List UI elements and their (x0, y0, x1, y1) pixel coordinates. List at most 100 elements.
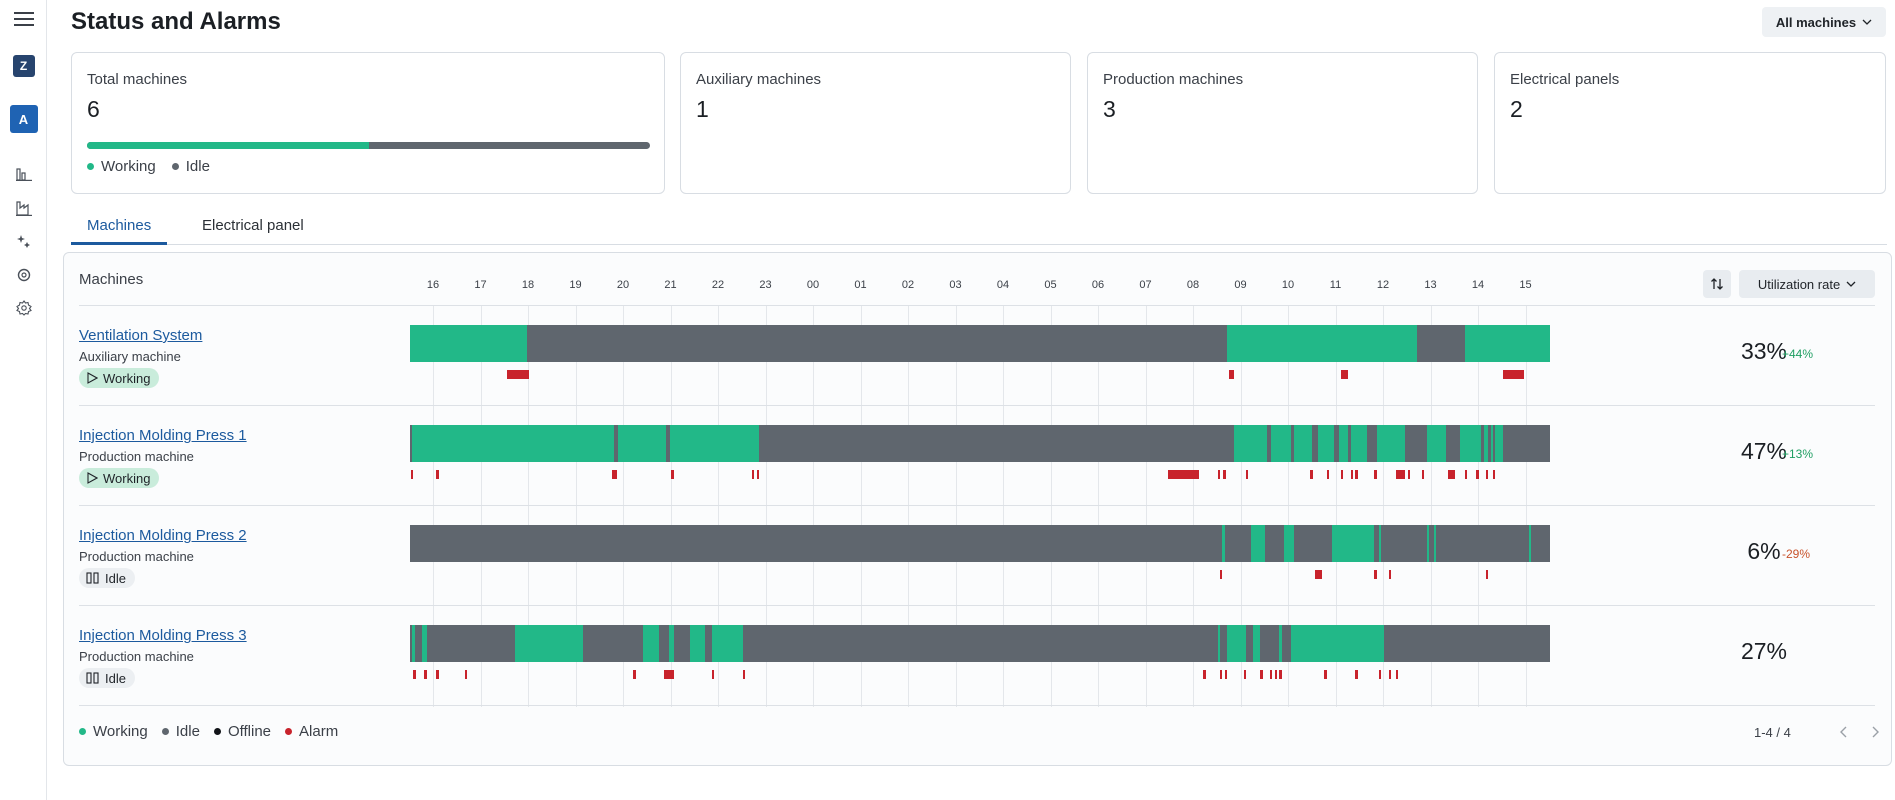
alarm-marker[interactable] (1395, 470, 1406, 479)
hour-label: 02 (901, 279, 915, 291)
alarm-marker[interactable] (1223, 470, 1226, 479)
hamburger-menu-icon[interactable] (0, 8, 47, 30)
alarm-marker[interactable] (1493, 470, 1496, 479)
alarm-marker[interactable] (1379, 670, 1382, 679)
grid-line (718, 305, 719, 707)
alarm-marker[interactable] (1476, 470, 1479, 479)
gear-icon[interactable] (0, 265, 47, 285)
alarm-marker[interactable] (1374, 470, 1377, 479)
alarm-marker[interactable] (1464, 470, 1467, 479)
hour-label: 14 (1471, 279, 1485, 291)
alarm-marker[interactable] (1341, 470, 1344, 479)
alarm-marker[interactable] (1167, 470, 1199, 479)
alarm-marker[interactable] (1502, 370, 1524, 379)
working-segment (1294, 425, 1313, 462)
status-timeline[interactable] (410, 625, 1550, 662)
alarm-marker[interactable] (1341, 370, 1349, 379)
machine-type: Production machine (79, 449, 194, 464)
app-logo[interactable]: Z (0, 54, 47, 78)
bar-chart-icon[interactable] (0, 164, 47, 184)
next-page-button[interactable] (1864, 721, 1886, 743)
alarm-marker[interactable] (1229, 370, 1235, 379)
hour-label: 00 (806, 279, 820, 291)
settings-icon[interactable] (0, 298, 47, 318)
alarm-marker[interactable] (1407, 470, 1410, 479)
pagination-label: 1-4 / 4 (1754, 725, 1791, 740)
hour-label: 13 (1424, 279, 1437, 291)
status-timeline[interactable] (410, 325, 1550, 362)
machine-name-link[interactable]: Injection Molding Press 2 (79, 527, 247, 544)
alarm-marker[interactable] (1485, 570, 1489, 579)
prev-page-button[interactable] (1832, 721, 1854, 743)
alarm-marker[interactable] (1388, 670, 1391, 679)
alarm-marker[interactable] (1310, 470, 1313, 479)
alarm-marker[interactable] (410, 470, 414, 479)
alarm-marker[interactable] (1203, 670, 1206, 679)
alarm-marker[interactable] (1485, 470, 1489, 479)
grid-line (765, 305, 767, 707)
alarm-marker[interactable] (1260, 670, 1263, 679)
alarm-marker[interactable] (1269, 670, 1273, 679)
alarm-marker[interactable] (1217, 470, 1220, 479)
hour-label: 20 (616, 279, 630, 291)
row-divider (79, 605, 1875, 606)
alarm-marker[interactable] (436, 470, 439, 479)
legend-dot-icon (213, 727, 221, 735)
tab-electrical-panel[interactable]: Electrical panel (202, 217, 304, 234)
alarm-marker[interactable] (633, 670, 636, 679)
status-timeline[interactable] (410, 525, 1550, 562)
alarm-marker[interactable] (507, 370, 529, 379)
alarm-marker[interactable] (742, 670, 745, 679)
alarm-marker[interactable] (1355, 470, 1358, 479)
alarm-marker[interactable] (436, 670, 439, 679)
alarm-marker[interactable] (1246, 470, 1249, 479)
alarm-marker[interactable] (1324, 670, 1327, 679)
grid-line (480, 305, 482, 707)
working-segment (711, 625, 743, 662)
alarm-marker[interactable] (611, 470, 617, 479)
hour-label: 10 (1281, 279, 1295, 291)
alarm-marker[interactable] (1274, 670, 1277, 679)
alarm-marker[interactable] (711, 670, 714, 679)
machine-name-link[interactable]: Injection Molding Press 3 (79, 627, 247, 644)
avatar[interactable]: A (0, 104, 47, 134)
alarm-marker[interactable] (1421, 470, 1425, 479)
factory-icon[interactable] (0, 198, 47, 218)
machine-name-link[interactable]: Injection Molding Press 1 (79, 427, 247, 444)
alarm-marker[interactable] (1374, 570, 1377, 579)
alarm-marker[interactable] (1395, 670, 1398, 679)
alarm-marker[interactable] (464, 670, 467, 679)
alarm-marker[interactable] (1219, 670, 1223, 679)
metric-dropdown[interactable]: Utilization rate (1739, 270, 1875, 298)
alarm-marker[interactable] (1350, 470, 1353, 479)
alarm-marker[interactable] (413, 670, 416, 679)
alarm-marker[interactable] (1224, 670, 1227, 679)
stat-label: Electrical panels (1510, 71, 1620, 88)
sparkles-icon[interactable] (0, 232, 47, 252)
status-badge: Idle (79, 668, 135, 688)
alarm-marker[interactable] (1314, 570, 1322, 579)
machine-name-link[interactable]: Ventilation System (79, 327, 203, 344)
alarm-marker[interactable] (756, 470, 760, 479)
alarm-marker[interactable] (752, 470, 755, 479)
working-segment (1459, 425, 1482, 462)
working-segment (670, 425, 760, 462)
working-segment (1379, 525, 1382, 562)
machine-filter-label: All machines (1775, 14, 1857, 30)
tab-machines[interactable]: Machines (71, 215, 168, 245)
sort-button[interactable] (1703, 270, 1731, 298)
row-divider (79, 405, 1875, 406)
alarm-marker[interactable] (1219, 570, 1223, 579)
alarm-marker[interactable] (671, 470, 674, 479)
status-timeline[interactable] (410, 425, 1550, 462)
alarm-marker[interactable] (1279, 670, 1282, 679)
working-segment (1350, 425, 1368, 462)
alarm-marker[interactable] (1355, 670, 1358, 679)
alarm-marker[interactable] (1243, 670, 1246, 679)
alarm-marker[interactable] (424, 670, 427, 679)
alarm-marker[interactable] (1388, 570, 1391, 579)
alarm-marker[interactable] (1326, 470, 1330, 479)
machine-filter-dropdown[interactable]: All machines (1762, 7, 1886, 37)
alarm-marker[interactable] (1447, 470, 1455, 479)
alarm-marker[interactable] (664, 670, 674, 679)
